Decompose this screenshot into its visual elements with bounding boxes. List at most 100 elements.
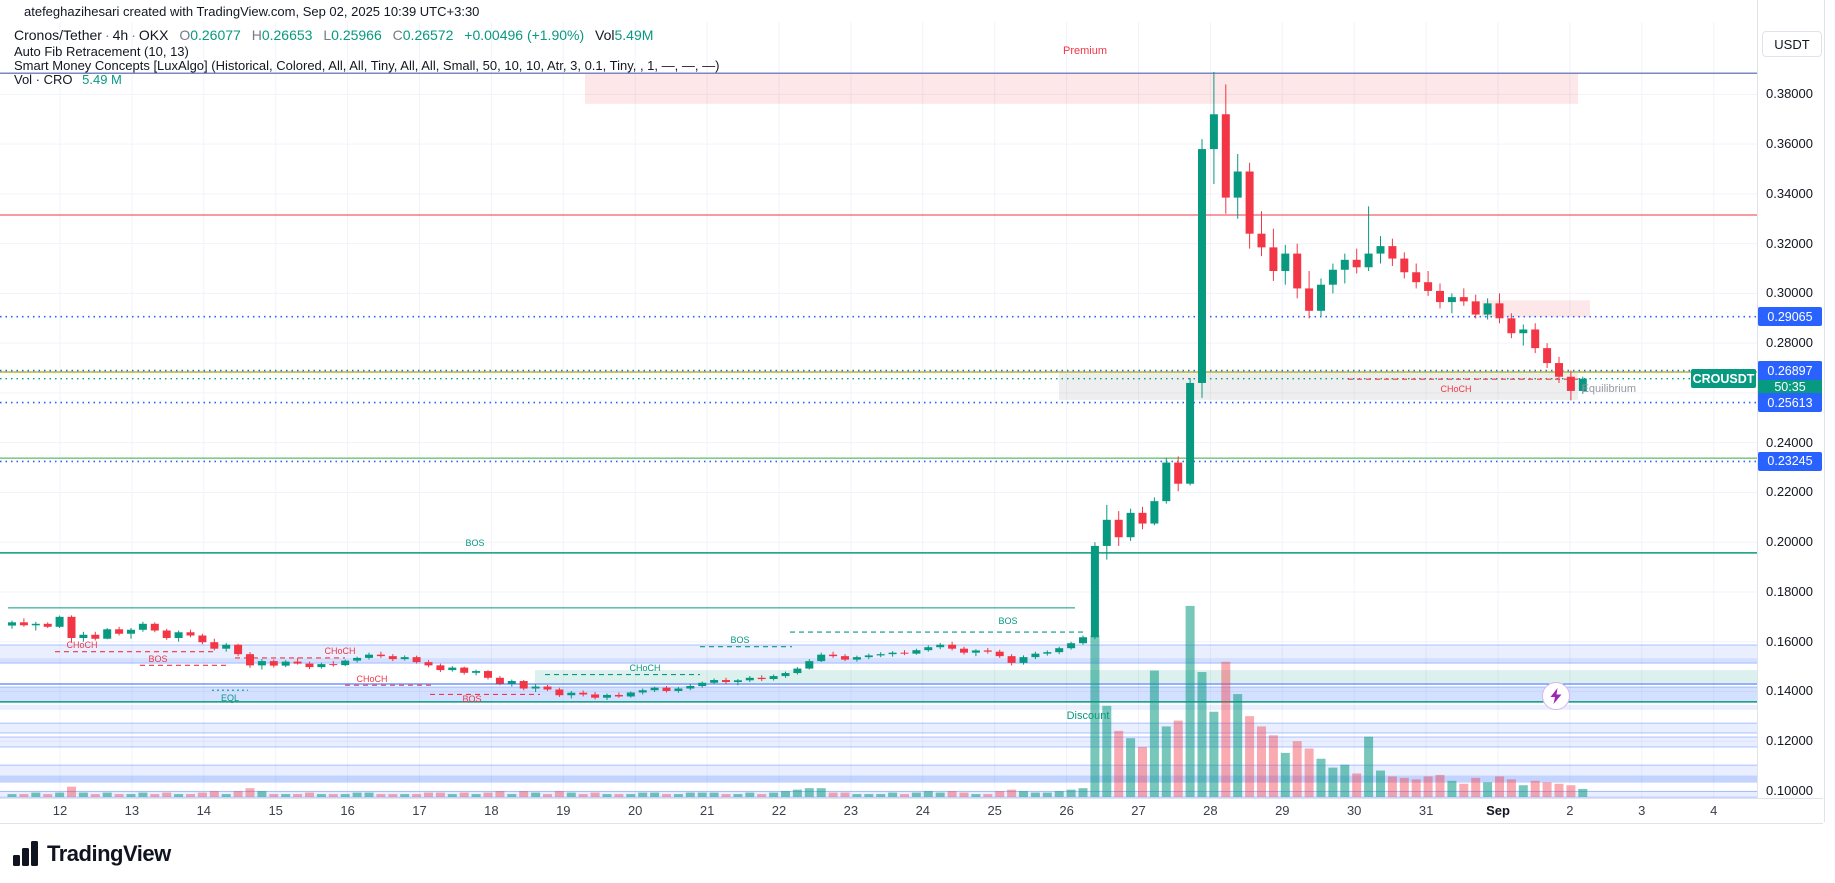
candle-body [638, 690, 647, 693]
currency-unit-button[interactable]: USDT [1762, 31, 1822, 57]
candle-body [376, 654, 385, 657]
candle-body [234, 644, 243, 655]
time-tick-label: 24 [915, 803, 931, 818]
candle-body [1186, 382, 1195, 484]
volume-bar [638, 792, 648, 797]
volume-bar [745, 792, 755, 797]
candle-body [722, 680, 730, 683]
volume-bar [55, 792, 65, 797]
volume-bar [495, 791, 505, 797]
volume-bar [1019, 791, 1028, 797]
candle-body [138, 623, 147, 630]
volume-bar [614, 794, 624, 797]
candle-body [852, 657, 861, 660]
time-axis[interactable]: 12 13 14 15 16 17 18 19 20 21 22 23 24 25 26 27 28 29 30 31… [0, 798, 1823, 824]
liquidity-band [0, 644, 1757, 664]
volume-bar [43, 794, 53, 797]
indicator-legend-fib[interactable]: Auto Fib Retracement (10, 13) [14, 44, 189, 59]
volume-bar [1268, 735, 1278, 797]
candle-body [353, 657, 362, 661]
candle-body [1233, 171, 1242, 198]
volume-bar [1518, 785, 1528, 797]
volume-bar [67, 786, 76, 797]
watermark-attribution: atefeghazihesari created with TradingVie… [24, 4, 480, 19]
candle-body [936, 644, 945, 648]
low-value: 0.25966 [331, 27, 382, 43]
volume-bar [424, 792, 433, 797]
premium-zone [585, 73, 1578, 104]
volume-bar [459, 792, 469, 797]
indicator-legend-smc[interactable]: Smart Money Concepts [LuxAlgo] (Historic… [14, 58, 720, 73]
symbol-legend[interactable]: Cronos/Tether · 4h · OKX O0.26077 H0.26653 L… [14, 27, 653, 43]
volume-bar [340, 794, 350, 797]
candle-body [1257, 233, 1266, 248]
candle-body [674, 688, 683, 691]
candle-body [1340, 259, 1349, 270]
volume-bar [531, 792, 541, 797]
time-tick-label: 28 [1203, 803, 1218, 818]
time-tick-label: 17 [412, 803, 427, 818]
volume-bar [673, 794, 683, 797]
candle-body [222, 644, 231, 649]
candle-body [246, 654, 254, 666]
volume-bar [1423, 776, 1433, 797]
time-tick-label: 15 [268, 803, 283, 818]
volume-bar [1221, 661, 1231, 797]
volume-bar [733, 794, 743, 797]
candle-body [1150, 501, 1159, 524]
candle-body [127, 629, 135, 634]
tradingview-logo[interactable]: TradingView [12, 841, 171, 867]
candle-body [484, 671, 492, 678]
volume-bar [590, 792, 600, 797]
volume-bar [971, 794, 981, 797]
candle-body [1376, 246, 1385, 254]
candle-body [1447, 297, 1456, 303]
volume-bar [388, 794, 398, 797]
candle-body [1352, 259, 1361, 268]
volume-bar [1138, 747, 1147, 797]
candle-body [1507, 318, 1516, 334]
candle-body [79, 634, 88, 638]
volume-bar [840, 792, 850, 797]
candle-body [1317, 284, 1325, 311]
time-tick-label: 22 [771, 803, 787, 818]
volume-bar [412, 794, 422, 797]
candle-body [519, 681, 528, 689]
time-tick-label: Sep [1486, 803, 1510, 818]
price-tick-label: 0.12000 [1766, 733, 1813, 749]
candle-body [55, 616, 64, 627]
candle-body [186, 632, 195, 636]
time-tick-label: 31 [1418, 803, 1434, 818]
volume-bar [1257, 726, 1266, 797]
candle-body [91, 634, 100, 639]
indicator-legend-volume[interactable]: Vol · CRO 5.49 M [14, 72, 122, 87]
liquidity-band [0, 723, 1757, 734]
price-tick-label: 0.30000 [1766, 285, 1813, 301]
volume-bar [1042, 792, 1052, 797]
volume-bar [471, 794, 481, 797]
lightning-event-icon[interactable] [1542, 682, 1570, 710]
candle-body [1019, 657, 1028, 663]
volume-bar [1399, 777, 1409, 797]
candle-body [1424, 282, 1433, 291]
candle-body [1328, 269, 1337, 285]
candle-body [1209, 114, 1218, 150]
candle-body [1067, 643, 1076, 649]
liquidity-band [0, 687, 1757, 702]
volume-bar [1352, 773, 1362, 797]
bullish-ob-green [535, 670, 1757, 684]
volume-value: 5.49M [614, 27, 654, 43]
candle-body [983, 650, 992, 652]
volume-bar [507, 794, 517, 797]
candle-body [67, 616, 76, 638]
volume-bar [1376, 770, 1385, 797]
candle-body [329, 664, 338, 666]
candle-body [781, 673, 790, 677]
volume-bar [1054, 791, 1064, 797]
volume-bar [995, 791, 1005, 797]
volume-bar [269, 794, 279, 797]
smc-label-choch: CHoCH [66, 640, 97, 650]
candle-body [1055, 648, 1064, 653]
candle-body [1531, 329, 1540, 349]
